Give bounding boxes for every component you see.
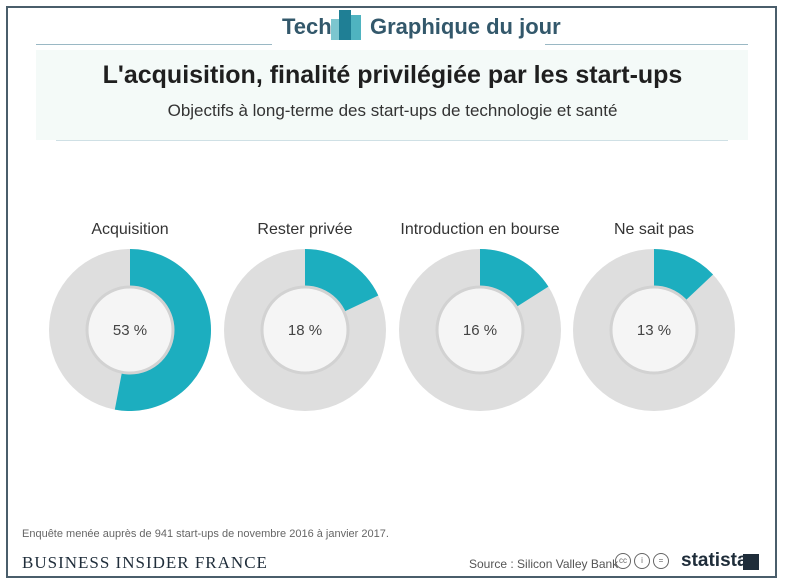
cc-icon: cc bbox=[615, 553, 631, 569]
title-divider bbox=[56, 140, 728, 141]
donut-center-acquisition bbox=[85, 285, 175, 375]
header-rule-right bbox=[545, 44, 748, 45]
data-label-acquisition: 53 % bbox=[113, 322, 147, 339]
data-label-ne-sait-pas: 13 % bbox=[637, 322, 671, 339]
data-label-rester-privee: 18 % bbox=[288, 322, 322, 339]
by-icon: i bbox=[634, 553, 650, 569]
statista-icon bbox=[743, 554, 759, 570]
category-label-introduction-en-bourse: Introduction en bourse bbox=[400, 221, 560, 238]
donut-slice-acquisition bbox=[114, 249, 211, 411]
title-band bbox=[36, 50, 748, 140]
chart-subtitle: Objectifs à long-terme des start-ups de … bbox=[167, 101, 618, 120]
header-tech: Tech bbox=[282, 14, 332, 39]
header-rule-left bbox=[36, 44, 272, 45]
nd-icon: = bbox=[653, 553, 669, 569]
category-label-ne-sait-pas: Ne sait pas bbox=[613, 221, 695, 238]
chart-title: L'acquisition, finalité privilégiée par … bbox=[102, 61, 683, 89]
donut-slice-rester-privee bbox=[305, 249, 379, 312]
source-text: Source : Silicon Valley Bank bbox=[469, 557, 619, 571]
donut-center-introduction-en-bourse bbox=[435, 285, 525, 375]
category-label-rester-privee: Rester privée bbox=[257, 221, 353, 238]
data-label-introduction-en-bourse: 16 % bbox=[463, 322, 497, 339]
publisher-logo: BUSINESS INSIDER FRANCE bbox=[22, 553, 268, 572]
chart-logo-icon bbox=[331, 10, 361, 40]
survey-note: Enquête menée auprès de 941 start-ups de… bbox=[22, 528, 389, 540]
donut-center-rester-privee bbox=[260, 285, 350, 375]
category-label-acquisition: Acquisition bbox=[91, 221, 169, 238]
header-graphique-du-jour: Graphique du jour bbox=[370, 14, 561, 39]
donut-slice-introduction-en-bourse bbox=[480, 249, 549, 307]
statista-logo: statista bbox=[681, 550, 748, 571]
donut-slice-ne-sait-pas bbox=[654, 249, 714, 301]
donut-center-ne-sait-pas bbox=[609, 285, 699, 375]
